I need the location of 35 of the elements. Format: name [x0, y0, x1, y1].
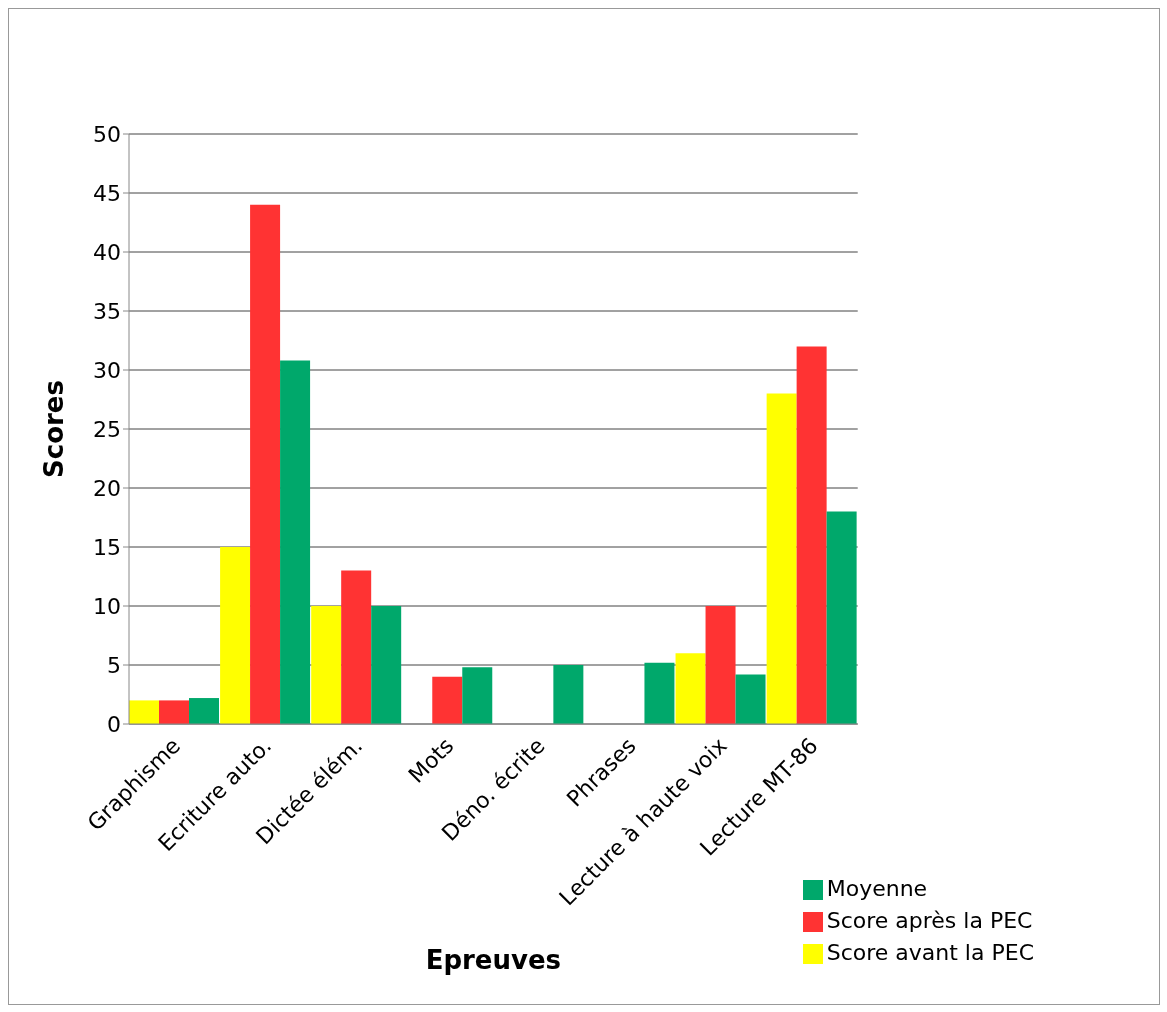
- bar: [280, 360, 311, 724]
- y-tick-label: 45: [93, 180, 121, 206]
- y-tick-label: 5: [107, 652, 121, 678]
- bar: [220, 547, 251, 724]
- bar: [341, 570, 372, 724]
- bar: [159, 700, 189, 724]
- legend-label: Score après la PEC: [826, 908, 1033, 933]
- y-tick-label: 35: [93, 298, 121, 324]
- bar: [644, 662, 675, 724]
- legend-label: Moyenne: [826, 876, 928, 901]
- bar: [250, 204, 281, 724]
- y-axis-title: Scores: [39, 380, 70, 478]
- x-axis-title: Epreuves: [425, 945, 562, 975]
- bar: [189, 698, 219, 724]
- y-tick-label: 30: [93, 357, 121, 383]
- bar: [311, 606, 342, 724]
- y-tick-label: 40: [93, 239, 121, 265]
- bar: [705, 606, 736, 724]
- y-tick-label: 25: [93, 416, 121, 442]
- y-tick-label: 50: [93, 121, 121, 147]
- bar: [462, 667, 493, 724]
- y-tick-label: 10: [93, 593, 121, 619]
- bar: [553, 665, 584, 724]
- bar: [735, 674, 766, 724]
- bar: [371, 606, 402, 724]
- bar: [766, 393, 797, 724]
- bar: [826, 511, 857, 724]
- y-tick-label: 15: [93, 534, 121, 560]
- bar: [675, 653, 706, 724]
- bar: [129, 700, 159, 724]
- y-tick-label: 20: [93, 475, 121, 501]
- y-tick-label: 0: [107, 711, 121, 737]
- bar: [432, 676, 463, 724]
- legend-label: Score avant la PEC: [826, 940, 1034, 965]
- bar: [796, 346, 827, 724]
